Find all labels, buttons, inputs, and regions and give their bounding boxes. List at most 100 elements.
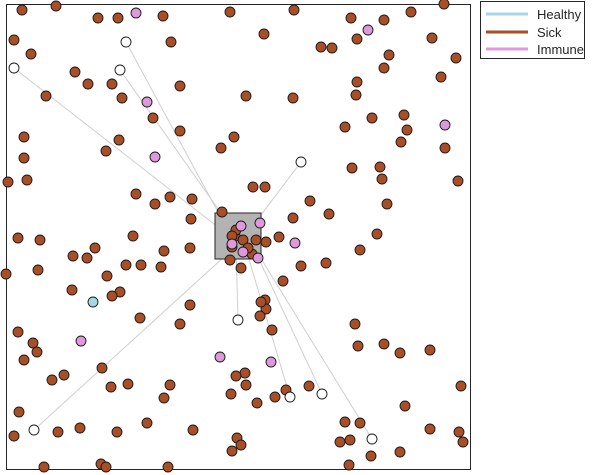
sick-agent-dot xyxy=(455,380,467,392)
sick-agent-dot xyxy=(450,52,462,64)
sick-agent-dot xyxy=(381,198,393,210)
sick-agent-dot xyxy=(251,397,263,409)
sick-agent-dot xyxy=(165,36,177,48)
sick-agent-dot xyxy=(141,417,153,429)
sick-agent-dot xyxy=(58,369,70,381)
sick-agent-dot xyxy=(135,259,147,271)
immune-agent-dot xyxy=(265,356,277,368)
sick-agent-dot xyxy=(365,450,377,462)
sick-agent-dot xyxy=(354,417,366,429)
sick-agent-dot xyxy=(250,234,262,246)
sick-agent-dot xyxy=(438,0,450,10)
sick-agent-dot xyxy=(424,344,436,356)
sick-agent-dot xyxy=(339,416,351,428)
contact-link-line xyxy=(249,239,323,395)
sick-agent-dot xyxy=(378,62,390,74)
healthy-agent-dot xyxy=(87,296,99,308)
sick-agent-dot xyxy=(405,6,417,18)
unassigned-agent-dot xyxy=(316,388,328,400)
immune-agent-dot xyxy=(149,151,161,163)
sick-agent-dot xyxy=(8,34,20,46)
sick-agent-dot xyxy=(398,109,410,121)
sick-agent-dot xyxy=(378,14,390,26)
sick-agent-dot xyxy=(122,378,134,390)
sick-agent-dot xyxy=(266,324,278,336)
sick-agent-dot xyxy=(74,422,86,434)
sick-agent-dot xyxy=(224,6,236,18)
contact-link-line xyxy=(244,245,291,398)
sick-agent-dot xyxy=(269,391,281,403)
sick-agent-dot xyxy=(111,426,123,438)
sick-agent-dot xyxy=(383,49,395,61)
sick-agent-dot xyxy=(394,347,406,359)
sick-agent-dot xyxy=(255,296,267,308)
sick-agent-dot xyxy=(116,92,128,104)
sick-agent-dot xyxy=(186,193,198,205)
contact-link-line xyxy=(33,245,237,431)
sick-agent-dot xyxy=(235,262,247,274)
sick-agent-dot xyxy=(120,259,132,271)
sick-agent-dot xyxy=(8,430,20,442)
sick-agent-dot xyxy=(66,284,78,296)
sick-agent-dot xyxy=(334,436,346,448)
sick-agent-dot xyxy=(351,33,363,45)
sick-agent-dot xyxy=(52,426,64,438)
unassigned-agent-dot xyxy=(114,64,126,76)
immune-agent-dot xyxy=(235,220,247,232)
sick-agent-dot xyxy=(435,71,447,83)
immune-agent-dot xyxy=(75,335,87,347)
sick-agent-dot xyxy=(92,12,104,24)
immune-agent-dot xyxy=(252,252,264,264)
sick-agent-dot xyxy=(100,461,112,473)
sick-agent-dot xyxy=(320,257,332,269)
sick-agent-dot xyxy=(46,374,58,386)
sick-agent-dot xyxy=(247,181,259,193)
contact-link-line xyxy=(251,243,373,440)
unassigned-agent-dot xyxy=(284,391,296,403)
sick-agent-dot xyxy=(149,198,161,210)
sick-agent-dot xyxy=(13,406,25,418)
sick-agent-dot xyxy=(96,362,108,374)
unassigned-agent-dot xyxy=(8,62,20,74)
sick-agent-dot xyxy=(354,244,366,256)
immune-agent-dot xyxy=(362,24,374,36)
sick-agent-dot xyxy=(226,445,238,457)
sick-agent-dot xyxy=(304,195,316,207)
sick-agent-dot xyxy=(395,136,407,148)
sick-agent-dot xyxy=(371,228,383,240)
sick-agent-dot xyxy=(32,264,44,276)
sick-agent-dot xyxy=(351,76,363,88)
sick-agent-dot xyxy=(164,191,176,203)
sick-agent-dot xyxy=(164,379,176,391)
sick-agent-dot xyxy=(185,213,197,225)
sick-agent-dot xyxy=(38,461,50,473)
sick-agent-dot xyxy=(158,392,170,404)
sick-agent-dot xyxy=(18,131,30,143)
sick-agent-dot xyxy=(21,174,33,186)
legend-healthy-label: Healthy xyxy=(537,7,582,22)
sick-agent-dot xyxy=(366,112,378,124)
sick-agent-dot xyxy=(27,337,39,349)
sick-agent-dot xyxy=(323,208,335,220)
sick-agent-dot xyxy=(240,90,252,102)
sick-agent-dot xyxy=(25,48,37,60)
sick-agent-dot xyxy=(174,80,186,92)
sick-agent-dot xyxy=(424,423,436,435)
sick-agent-dot xyxy=(16,4,28,16)
sick-agent-dot xyxy=(18,152,30,164)
sick-agent-dot xyxy=(184,299,196,311)
sick-agent-dot xyxy=(187,424,199,436)
sick-agent-dot xyxy=(224,254,236,266)
sick-agent-dot xyxy=(155,261,167,273)
sick-agent-dot xyxy=(254,310,266,322)
sick-agent-dot xyxy=(134,312,146,324)
sick-agent-dot xyxy=(157,10,169,22)
sick-agent-dot xyxy=(0,268,12,280)
sick-agent-dot xyxy=(147,112,159,124)
sick-agent-dot xyxy=(130,188,142,200)
sick-agent-dot xyxy=(273,231,285,243)
sick-agent-dot xyxy=(399,400,411,412)
sick-agent-dot xyxy=(426,32,438,44)
immune-agent-dot xyxy=(130,7,142,19)
sick-agent-dot xyxy=(106,78,118,90)
